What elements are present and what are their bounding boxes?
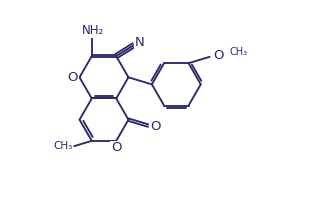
Text: NH₂: NH₂ <box>82 24 104 37</box>
Text: O: O <box>67 71 78 84</box>
Text: O: O <box>111 141 121 154</box>
Text: CH₃: CH₃ <box>53 141 73 151</box>
Text: O: O <box>150 120 161 133</box>
Text: O: O <box>213 49 224 62</box>
Text: N: N <box>134 36 144 49</box>
Text: CH₃: CH₃ <box>230 47 248 57</box>
